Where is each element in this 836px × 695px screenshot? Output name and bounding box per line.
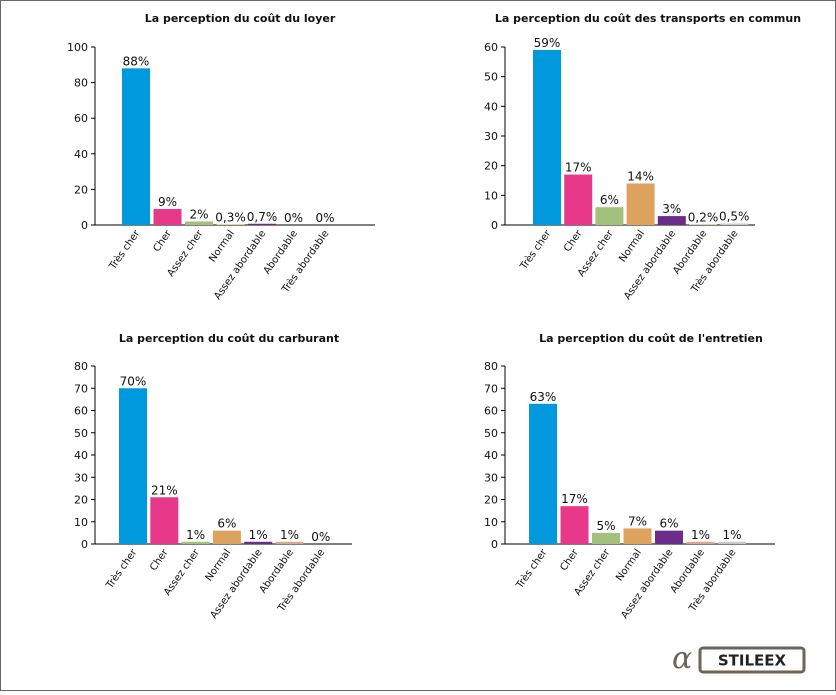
value-label: 0,7% bbox=[247, 210, 278, 224]
y-tick-label: 0 bbox=[81, 538, 88, 551]
y-tick-label: 40 bbox=[484, 449, 498, 462]
y-tick-label: 60 bbox=[484, 405, 498, 418]
y-tick-label: 50 bbox=[484, 427, 498, 440]
value-label: 1% bbox=[722, 528, 741, 542]
bar bbox=[564, 174, 593, 225]
y-tick-label: 100 bbox=[67, 41, 88, 54]
value-label: 2% bbox=[189, 207, 208, 221]
bar bbox=[122, 68, 150, 225]
bar bbox=[533, 49, 561, 225]
y-tick-label: 40 bbox=[484, 100, 498, 113]
logo-text: STILEEX bbox=[718, 652, 787, 670]
chart-title: La perception du coût des transports en … bbox=[495, 12, 801, 25]
bar bbox=[595, 207, 624, 225]
y-tick-label: 30 bbox=[484, 471, 498, 484]
value-label: 17% bbox=[565, 161, 592, 175]
bar bbox=[153, 208, 182, 225]
value-label: 88% bbox=[123, 54, 150, 68]
value-label: 0,3% bbox=[215, 210, 246, 224]
bar bbox=[718, 541, 746, 544]
y-tick-label: 10 bbox=[74, 516, 88, 529]
bar bbox=[623, 528, 652, 544]
value-label: 0,2% bbox=[688, 210, 719, 224]
value-label: 6% bbox=[600, 193, 619, 207]
bar bbox=[150, 497, 179, 544]
value-label: 9% bbox=[158, 195, 177, 209]
y-tick-label: 70 bbox=[484, 382, 498, 395]
value-label: 21% bbox=[151, 483, 178, 497]
y-tick-label: 0 bbox=[81, 219, 88, 232]
y-tick-label: 20 bbox=[484, 494, 498, 507]
y-tick-label: 80 bbox=[74, 360, 88, 373]
value-label: 0% bbox=[315, 211, 334, 225]
logo: α STILEEX bbox=[672, 641, 806, 676]
chart-title: La perception du coût du loyer bbox=[145, 12, 336, 25]
y-tick-label: 60 bbox=[74, 405, 88, 418]
y-tick-label: 20 bbox=[484, 160, 498, 173]
bar bbox=[185, 221, 213, 225]
value-label: 3% bbox=[662, 202, 681, 216]
y-tick-label: 30 bbox=[74, 471, 88, 484]
value-label: 1% bbox=[691, 528, 710, 542]
bar bbox=[275, 541, 304, 544]
value-label: 1% bbox=[249, 528, 268, 542]
bar bbox=[212, 530, 241, 544]
y-tick-label: 0 bbox=[491, 538, 498, 551]
y-tick-label: 20 bbox=[74, 183, 88, 196]
y-tick-label: 10 bbox=[484, 189, 498, 202]
bar bbox=[216, 224, 245, 225]
value-label: 7% bbox=[628, 514, 647, 528]
value-label: 0% bbox=[284, 211, 303, 225]
y-tick-label: 20 bbox=[74, 494, 88, 507]
bar bbox=[119, 388, 147, 544]
bar bbox=[529, 403, 557, 544]
y-tick-label: 80 bbox=[484, 360, 498, 373]
value-label: 70% bbox=[120, 374, 147, 388]
logo-box bbox=[698, 646, 806, 674]
value-label: 6% bbox=[217, 517, 236, 531]
y-tick-label: 40 bbox=[74, 449, 88, 462]
y-tick-label: 50 bbox=[484, 71, 498, 84]
y-tick-label: 70 bbox=[74, 382, 88, 395]
bar bbox=[181, 541, 210, 544]
logo-mark: α bbox=[672, 641, 692, 676]
bar bbox=[657, 216, 686, 225]
bar bbox=[689, 224, 717, 225]
y-tick-label: 30 bbox=[484, 130, 498, 143]
y-tick-label: 60 bbox=[484, 41, 498, 54]
bar bbox=[626, 183, 655, 225]
value-label: 1% bbox=[280, 528, 299, 542]
y-tick-label: 80 bbox=[74, 77, 88, 90]
bar bbox=[720, 223, 749, 225]
value-label: 6% bbox=[659, 517, 678, 531]
value-label: 0% bbox=[311, 530, 330, 544]
y-tick-label: 50 bbox=[74, 427, 88, 440]
value-label: 14% bbox=[627, 169, 654, 183]
bar bbox=[686, 541, 715, 544]
value-label: 59% bbox=[534, 36, 561, 50]
bar bbox=[592, 532, 620, 544]
value-label: 17% bbox=[561, 492, 588, 506]
bar bbox=[244, 541, 273, 544]
y-tick-label: 60 bbox=[74, 112, 88, 125]
value-label: 0,5% bbox=[719, 210, 750, 224]
y-tick-label: 0 bbox=[491, 219, 498, 232]
bar bbox=[248, 223, 276, 225]
bar bbox=[560, 506, 589, 544]
bar bbox=[655, 530, 683, 544]
value-label: 1% bbox=[186, 528, 205, 542]
chart-title: La perception du coût de l'entretien bbox=[539, 332, 763, 345]
y-tick-label: 10 bbox=[484, 516, 498, 529]
chart-title: La perception du coût du carburant bbox=[119, 332, 339, 345]
value-label: 5% bbox=[596, 519, 615, 533]
y-tick-label: 40 bbox=[74, 148, 88, 161]
value-label: 63% bbox=[530, 390, 557, 404]
